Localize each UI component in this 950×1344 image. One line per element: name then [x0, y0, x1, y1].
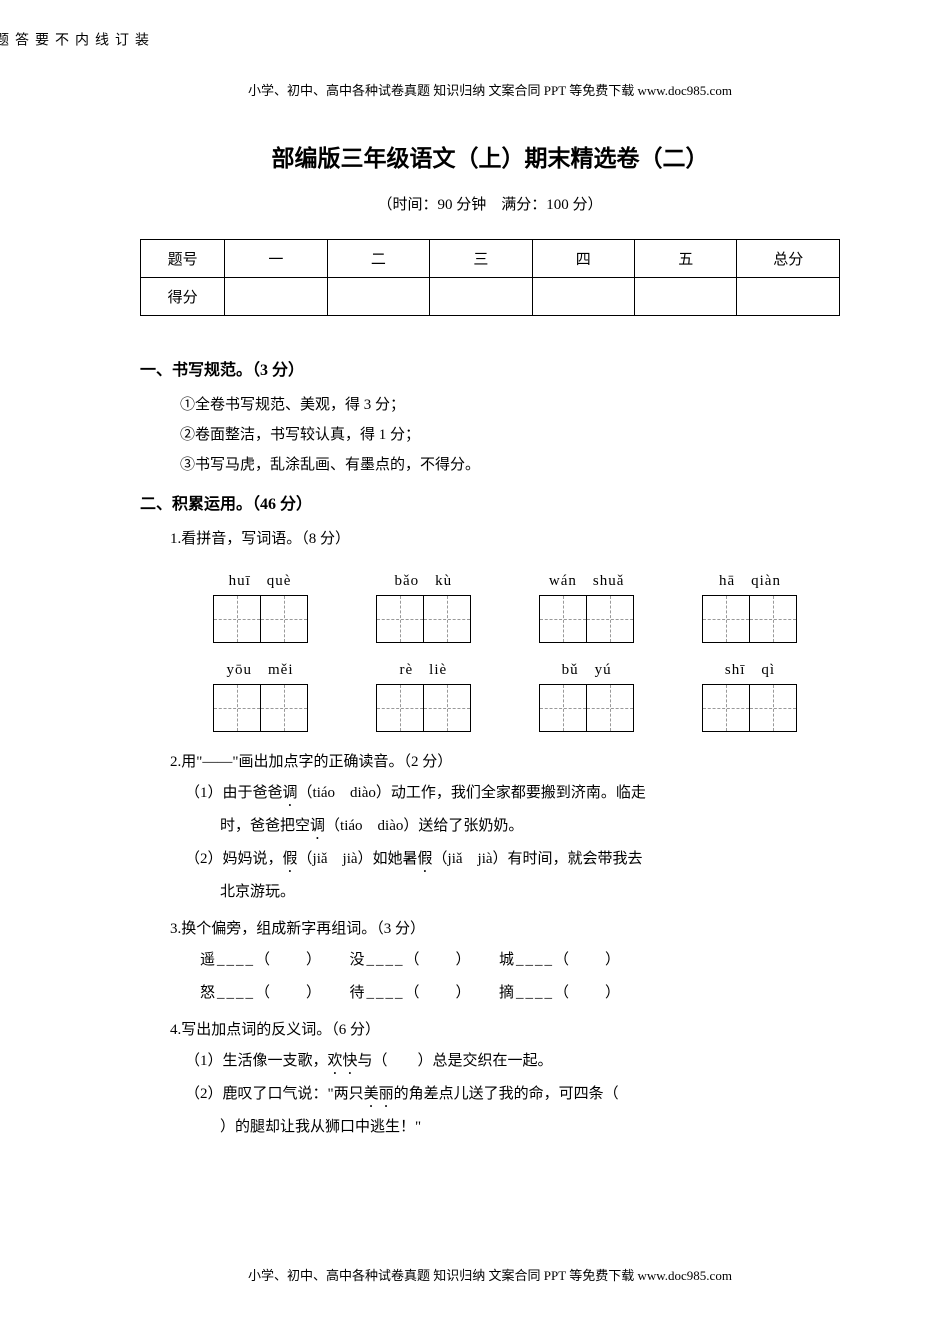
table-cell: 二	[327, 240, 429, 278]
q3-row1: 遥____（ ） 没____（ ） 城____（ ）	[200, 944, 840, 977]
exam-title: 部编版三年级语文（上）期末精选卷（二）	[140, 139, 840, 173]
pinyin: rè liè	[353, 658, 493, 679]
table-cell: 三	[430, 240, 532, 278]
char-box	[423, 684, 471, 732]
table-cell	[430, 278, 532, 316]
pinyin-group: bǔ yú	[517, 658, 657, 732]
char-box	[260, 684, 308, 732]
char-box	[702, 684, 750, 732]
table-cell: 四	[532, 240, 634, 278]
char-box	[749, 595, 797, 643]
rule-item: ①全卷书写规范、美观，得 3 分；	[180, 390, 840, 420]
binding-char: 不	[50, 32, 70, 1028]
pinyin: shī qì	[680, 658, 820, 679]
q1-title: 1.看拼音，写词语。（8 分）	[170, 524, 840, 554]
pinyin-row-2: yōu měi rè liè bǔ yú shī qì	[190, 658, 820, 732]
pinyin: yōu měi	[190, 658, 330, 679]
char-box	[376, 684, 424, 732]
q4-item2-cont: ）的腿却让我从狮口中逃生！"	[220, 1111, 840, 1144]
table-cell	[737, 278, 840, 316]
q3-row2: 怒____（ ） 待____（ ） 摘____（ ）	[200, 977, 840, 1010]
pinyin-group: shī qì	[680, 658, 820, 732]
table-cell: 一	[225, 240, 327, 278]
pinyin-group: yōu měi	[190, 658, 330, 732]
table-cell	[225, 278, 327, 316]
char-box	[376, 595, 424, 643]
q2-item1: （1）由于爸爸调（tiáo diào）动工作，我们全家都要搬到济南。临走	[185, 777, 840, 810]
q2-item2-cont: 北京游玩。	[220, 876, 840, 909]
q4-title: 4.写出加点词的反义词。（6 分）	[170, 1015, 840, 1045]
binding-char: 答	[10, 32, 30, 1028]
pinyin: hā qiàn	[680, 569, 820, 590]
table-cell	[635, 278, 737, 316]
pinyin-group: rè liè	[353, 658, 493, 732]
char-box	[586, 684, 634, 732]
char-box	[213, 595, 261, 643]
q4-item2: （2）鹿叹了口气说："两只美丽的角差点儿送了我的命，可四条（	[185, 1078, 840, 1111]
footer-note: 小学、初中、高中各种试卷真题 知识归纳 文案合同 PPT 等免费下载 www.d…	[140, 1265, 840, 1284]
char-box	[423, 595, 471, 643]
q2-title: 2.用"——"画出加点字的正确读音。（2 分）	[170, 747, 840, 777]
binding-char: 内	[70, 32, 90, 1028]
char-box	[539, 595, 587, 643]
table-cell	[532, 278, 634, 316]
pinyin-group: hā qiàn	[680, 569, 820, 643]
header-note: 小学、初中、高中各种试卷真题 知识归纳 文案合同 PPT 等免费下载 www.d…	[140, 80, 840, 99]
char-box	[749, 684, 797, 732]
section2-title: 二、积累运用。（46 分）	[140, 490, 840, 514]
rule-item: ③书写马虎，乱涂乱画、有墨点的，不得分。	[180, 450, 840, 480]
binding-char: 订	[110, 32, 130, 1028]
exam-subtitle: （时间：90 分钟 满分：100 分）	[140, 193, 840, 214]
table-cell: 题号	[141, 240, 225, 278]
section1-title: 一、书写规范。（3 分）	[140, 356, 840, 380]
table-cell: 总分	[737, 240, 840, 278]
pinyin: bǎo kù	[353, 569, 493, 590]
char-box	[260, 595, 308, 643]
binding-char: 要	[30, 32, 50, 1028]
pinyin-row-1: huī què bǎo kù wán shuǎ hā qiàn	[190, 569, 820, 643]
char-box	[702, 595, 750, 643]
q2-item2: （2）妈妈说，假（jiǎ jià）如她暑假（jiǎ jià）有时间，就会带我去	[185, 843, 840, 876]
main-content: 小学、初中、高中各种试卷真题 知识归纳 文案合同 PPT 等免费下载 www.d…	[140, 80, 840, 1144]
q3-title: 3.换个偏旁，组成新字再组词。（3 分）	[170, 914, 840, 944]
pinyin: huī què	[190, 569, 330, 590]
char-box	[586, 595, 634, 643]
binding-sidebar: 姓名 ＿＿＿＿ 班级 ＿＿＿＿ 座位号 ＿＿＿＿ 装 订 线 内 不 要 答 题	[40, 30, 100, 1050]
table-cell: 得分	[141, 278, 225, 316]
q2-item1-cont: 时，爸爸把空调（tiáo diào）送给了张奶奶。	[220, 810, 840, 843]
table-cell	[327, 278, 429, 316]
table-row: 得分	[141, 278, 840, 316]
rule-item: ②卷面整洁，书写较认真，得 1 分；	[180, 420, 840, 450]
pinyin-group: wán shuǎ	[517, 569, 657, 643]
pinyin: wán shuǎ	[517, 569, 657, 590]
pinyin-group: bǎo kù	[353, 569, 493, 643]
pinyin-group: huī què	[190, 569, 330, 643]
binding-char: 线	[90, 32, 110, 1028]
table-row: 题号 一 二 三 四 五 总分	[141, 240, 840, 278]
q4-item1: （1）生活像一支歌，欢快与（ ）总是交织在一起。	[185, 1045, 840, 1078]
score-table: 题号 一 二 三 四 五 总分 得分	[140, 239, 840, 316]
pinyin: bǔ yú	[517, 658, 657, 679]
char-box	[539, 684, 587, 732]
binding-char: 题	[0, 32, 10, 1028]
char-box	[213, 684, 261, 732]
table-cell: 五	[635, 240, 737, 278]
